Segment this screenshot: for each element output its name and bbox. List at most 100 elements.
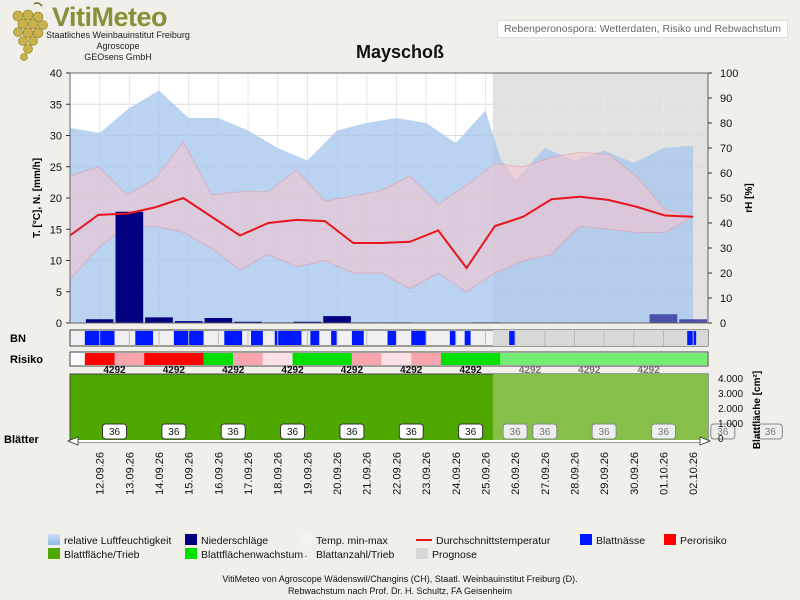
date-label: 01.10.26 bbox=[658, 452, 670, 495]
weather-risk-chart: 0 5 10 15 20 25 30 35 40 0 10 20 30 40 50 60 70 80 90 100 T.… bbox=[4, 68, 783, 495]
date-label: 23.09.26 bbox=[421, 452, 433, 495]
right-tick-label: 50 bbox=[720, 193, 732, 205]
logo-line-2: Agroscope bbox=[96, 41, 140, 51]
left-tick-label: 25 bbox=[50, 162, 62, 174]
risk-block bbox=[500, 353, 708, 365]
date-label: 25.09.26 bbox=[480, 452, 492, 495]
legend-swatch bbox=[300, 534, 312, 545]
bn-row-label: BN bbox=[10, 333, 26, 345]
precip-bar bbox=[115, 211, 144, 323]
leaves-per-shoot-box bbox=[161, 423, 187, 440]
leaves-per-shoot-label: 36 bbox=[465, 427, 477, 438]
legend-item: Blattfläche/Trieb bbox=[48, 548, 139, 562]
legend-label: Niederschläge bbox=[201, 535, 269, 547]
leaves-per-shoot-box bbox=[591, 423, 617, 440]
precip-bar bbox=[174, 321, 203, 323]
leaves-per-shoot-box bbox=[532, 423, 558, 440]
leaf-wetness-block bbox=[224, 331, 243, 345]
chart-title: Mayschoß bbox=[355, 42, 445, 62]
risk-block bbox=[233, 353, 263, 365]
left-tick-label: 20 bbox=[50, 193, 62, 205]
leaf-axis-tick-label: 3.000 bbox=[718, 389, 743, 400]
legend-swatch: · bbox=[304, 550, 308, 562]
precip-bar bbox=[323, 316, 351, 323]
left-tick-label: 35 bbox=[50, 99, 62, 111]
date-label: 29.09.26 bbox=[599, 452, 611, 495]
precip-bar bbox=[145, 317, 173, 323]
right-tick-label: 0 bbox=[720, 318, 726, 330]
leaves-per-shoot-box bbox=[220, 423, 246, 440]
footer: VitiMeteo von Agroscope Wädenswil/Changi… bbox=[0, 573, 800, 597]
legend-swatch bbox=[185, 534, 197, 545]
leaf-count-label: 4292 bbox=[519, 365, 542, 376]
report-subtitle: Rebenperonospora: Wetterdaten, Risiko un… bbox=[496, 20, 788, 38]
leaf-wetness-block bbox=[687, 331, 697, 345]
risk-block bbox=[351, 353, 382, 365]
risk-block bbox=[203, 353, 234, 365]
date-label: 28.09.26 bbox=[569, 452, 581, 495]
right-tick-label: 70 bbox=[720, 143, 732, 155]
leaf-count-label: 4292 bbox=[400, 365, 423, 376]
date-label: 13.09.26 bbox=[124, 452, 136, 495]
precip-bar bbox=[234, 321, 262, 323]
arrow-right-icon bbox=[699, 436, 712, 446]
leaves-per-shoot-box bbox=[710, 423, 736, 440]
leaf-wetness-block bbox=[274, 331, 302, 345]
leaves-per-shoot-box bbox=[102, 423, 128, 440]
temp-range-band bbox=[69, 140, 695, 293]
date-label: 12.09.26 bbox=[95, 452, 107, 495]
leaf-count-label: 4292 bbox=[222, 365, 245, 376]
date-label: 26.09.26 bbox=[510, 452, 522, 495]
leaves-per-shoot-label: 36 bbox=[287, 427, 299, 438]
logo-title: VitiMeteo bbox=[52, 2, 168, 32]
legend-swatch bbox=[664, 534, 676, 545]
left-axis-label: T. [°C], N. [mm/h] bbox=[32, 158, 43, 238]
leaf-axis-tick-label: 2.000 bbox=[718, 404, 743, 415]
leaf-wetness-block bbox=[310, 331, 320, 345]
leaves-per-shoot-label: 36 bbox=[765, 427, 777, 438]
date-label: 20.09.26 bbox=[332, 452, 344, 495]
left-tick-label: 40 bbox=[50, 68, 62, 80]
leaf-wetness-block bbox=[464, 331, 471, 345]
legend-label: Durchschnittstemperatur bbox=[436, 535, 551, 547]
risk-block bbox=[292, 353, 352, 365]
leaves-per-shoot-label: 36 bbox=[599, 427, 611, 438]
leaf-axis-tick-label: 1.000 bbox=[718, 419, 743, 430]
left-tick-label: 0 bbox=[56, 318, 62, 330]
legend-label: Temp. min-max bbox=[316, 535, 388, 547]
leaves-per-shoot-box bbox=[502, 423, 528, 440]
legend-label: relative Luftfeuchtigkeit bbox=[64, 535, 172, 547]
date-label: 15.09.26 bbox=[184, 452, 196, 495]
avg-temp-line bbox=[69, 195, 694, 270]
legend-label: Blattanzahl/Trieb bbox=[316, 549, 395, 561]
right-tick-label: 30 bbox=[720, 243, 732, 255]
leaf-wetness-block bbox=[331, 331, 338, 345]
date-label: 19.09.26 bbox=[302, 452, 314, 495]
legend-swatch bbox=[48, 534, 60, 545]
leaf-wetness-block bbox=[351, 331, 364, 345]
leaves-per-shoot-label: 36 bbox=[346, 427, 358, 438]
legend-item: Blattnässe bbox=[580, 534, 645, 548]
leaves-per-shoot-label: 36 bbox=[168, 427, 180, 438]
legend-item: relative Luftfeuchtigkeit bbox=[48, 534, 171, 548]
legend-swatch bbox=[48, 548, 60, 559]
precip-bar bbox=[85, 319, 114, 323]
precip-bar bbox=[649, 314, 678, 323]
risk-block bbox=[440, 353, 501, 365]
legend-swatch bbox=[416, 539, 432, 541]
precip-bar bbox=[293, 321, 322, 323]
precip-bar bbox=[679, 319, 707, 323]
date-label: 14.09.26 bbox=[154, 452, 166, 495]
precip-bar bbox=[204, 318, 233, 323]
logo-line-3: GEOsens GmbH bbox=[84, 52, 152, 62]
leaves-per-shoot-box bbox=[650, 423, 676, 440]
leaves-per-shoot-label: 36 bbox=[109, 427, 121, 438]
legend-label: Prognose bbox=[432, 549, 477, 561]
legend-item: Prognose bbox=[416, 548, 477, 562]
legend-swatch bbox=[185, 548, 197, 559]
date-label: 24.09.26 bbox=[451, 452, 463, 495]
legend-label: Blattflächenwachstum bbox=[201, 549, 304, 561]
legend-item: Temp. min-max bbox=[300, 534, 388, 548]
risk-row-label: Risiko bbox=[10, 354, 43, 366]
leaves-row-label: Blätter bbox=[4, 434, 40, 446]
